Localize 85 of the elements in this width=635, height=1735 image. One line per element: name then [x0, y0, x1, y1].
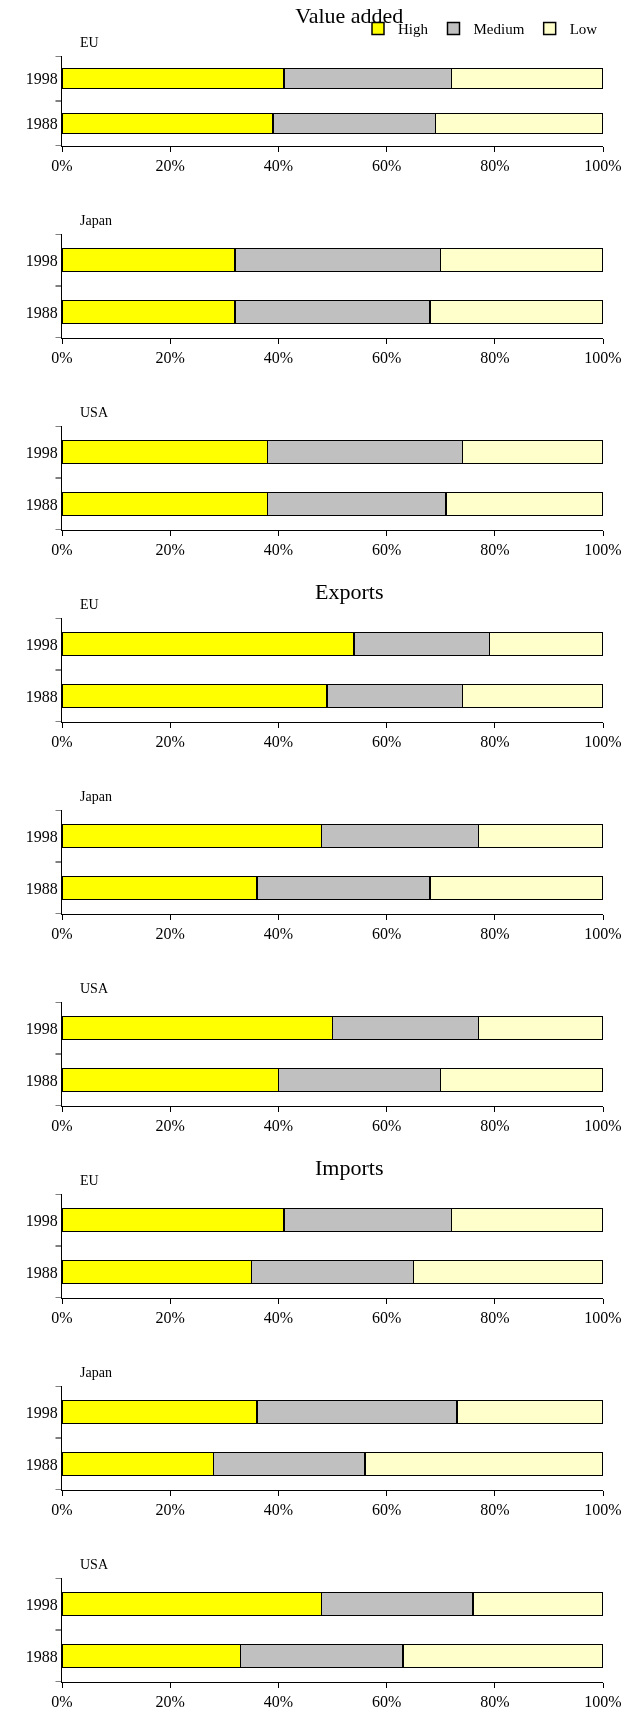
y-tick-label: 1988	[25, 303, 58, 321]
x-tick-label: 20%	[155, 349, 185, 367]
x-tick-label: 20%	[155, 925, 185, 943]
x-tick-label: 80%	[480, 925, 510, 943]
x-tick-label: 40%	[263, 157, 294, 175]
y-tick-label: 1998	[25, 827, 58, 845]
x-tick-label: 60%	[371, 733, 402, 751]
x-tick-label: 100%	[584, 1309, 622, 1327]
y-tick-label: 1998	[25, 635, 58, 653]
x-tick-label: 0%	[51, 157, 73, 175]
y-tick-label: 1998	[25, 1403, 58, 1421]
x-tick-label: 60%	[371, 541, 402, 559]
x-tick-label: 100%	[584, 925, 622, 943]
x-tick-label: 20%	[155, 541, 185, 559]
x-tick-label: 80%	[480, 349, 510, 367]
x-tick-label: 100%	[584, 541, 622, 559]
y-tick-label: 1998	[25, 1211, 58, 1229]
x-tick-label: 60%	[371, 1693, 402, 1711]
x-tick-label: 80%	[480, 1693, 510, 1711]
y-tick-label: 1988	[25, 495, 58, 513]
y-tick-label: 1988	[25, 1071, 58, 1089]
x-tick-label: 0%	[51, 541, 73, 559]
x-tick-label: 80%	[480, 541, 510, 559]
x-tick-label: 100%	[584, 733, 622, 751]
x-tick-label: 40%	[263, 1501, 294, 1519]
chart-subtitle: Japan	[80, 213, 112, 228]
x-tick-label: 80%	[480, 1309, 510, 1327]
chart-subtitle: USA	[80, 1557, 109, 1572]
x-tick-label: 0%	[51, 349, 73, 367]
x-tick-label: 60%	[371, 157, 402, 175]
x-tick-label: 80%	[480, 1117, 510, 1135]
x-tick-label: 40%	[263, 1117, 294, 1135]
x-tick-label: 20%	[155, 1693, 185, 1711]
chart-subtitle: Japan	[80, 789, 112, 804]
chart-subtitle: USA	[80, 981, 109, 996]
x-tick-label: 80%	[480, 1501, 510, 1519]
x-tick-label: 100%	[584, 1501, 622, 1519]
y-tick-label: 1998	[25, 1019, 58, 1037]
x-tick-label: 0%	[51, 733, 73, 751]
x-tick-label: 80%	[480, 157, 510, 175]
x-tick-label: 40%	[263, 1693, 294, 1711]
x-tick-label: 20%	[155, 1117, 185, 1135]
y-tick-label: 1998	[25, 251, 58, 269]
x-tick-label: 0%	[51, 1309, 73, 1327]
y-tick-label: 1988	[25, 1263, 58, 1281]
legend-label: Medium	[473, 21, 525, 38]
x-tick-label: 60%	[371, 1501, 402, 1519]
x-tick-label: 40%	[263, 1309, 294, 1327]
chart-subtitle: USA	[80, 405, 109, 420]
y-tick-label: 1988	[25, 1647, 58, 1665]
x-tick-label: 60%	[371, 349, 402, 367]
x-tick-label: 0%	[51, 1501, 73, 1519]
x-tick-label: 0%	[51, 1117, 73, 1135]
chart-subtitle: EU	[80, 35, 99, 50]
x-tick-label: 60%	[371, 1309, 402, 1327]
x-tick-label: 100%	[584, 349, 622, 367]
x-tick-label: 100%	[584, 1693, 622, 1711]
y-tick-label: 1988	[25, 1455, 58, 1473]
x-tick-label: 20%	[155, 733, 185, 751]
y-tick-label: 1988	[25, 879, 58, 897]
y-tick-label: 1998	[25, 1595, 58, 1613]
x-tick-label: 40%	[263, 925, 294, 943]
x-tick-label: 40%	[263, 541, 294, 559]
x-tick-label: 20%	[155, 1309, 185, 1327]
chart-title: Exports	[315, 579, 384, 605]
x-tick-label: 80%	[480, 733, 510, 751]
legend-label: Low	[569, 21, 598, 38]
y-tick-label: 1988	[25, 687, 58, 705]
x-tick-label: 60%	[371, 1117, 402, 1135]
chart-title: Imports	[315, 1155, 384, 1181]
x-tick-label: 0%	[51, 925, 73, 943]
x-tick-label: 20%	[155, 157, 185, 175]
x-tick-label: 0%	[51, 1693, 73, 1711]
chart-subtitle: Japan	[80, 1365, 112, 1380]
x-tick-label: 40%	[263, 733, 294, 751]
x-tick-label: 20%	[155, 1501, 185, 1519]
y-tick-label: 1998	[25, 443, 58, 461]
x-tick-label: 40%	[263, 349, 294, 367]
y-tick-label: 1998	[25, 70, 58, 88]
chart-subtitle: EU	[80, 1173, 99, 1188]
x-tick-label: 60%	[371, 925, 402, 943]
x-tick-label: 100%	[584, 1117, 622, 1135]
x-tick-label: 100%	[584, 157, 622, 175]
chart-subtitle: EU	[80, 597, 99, 612]
y-tick-label: 1988	[25, 115, 58, 133]
